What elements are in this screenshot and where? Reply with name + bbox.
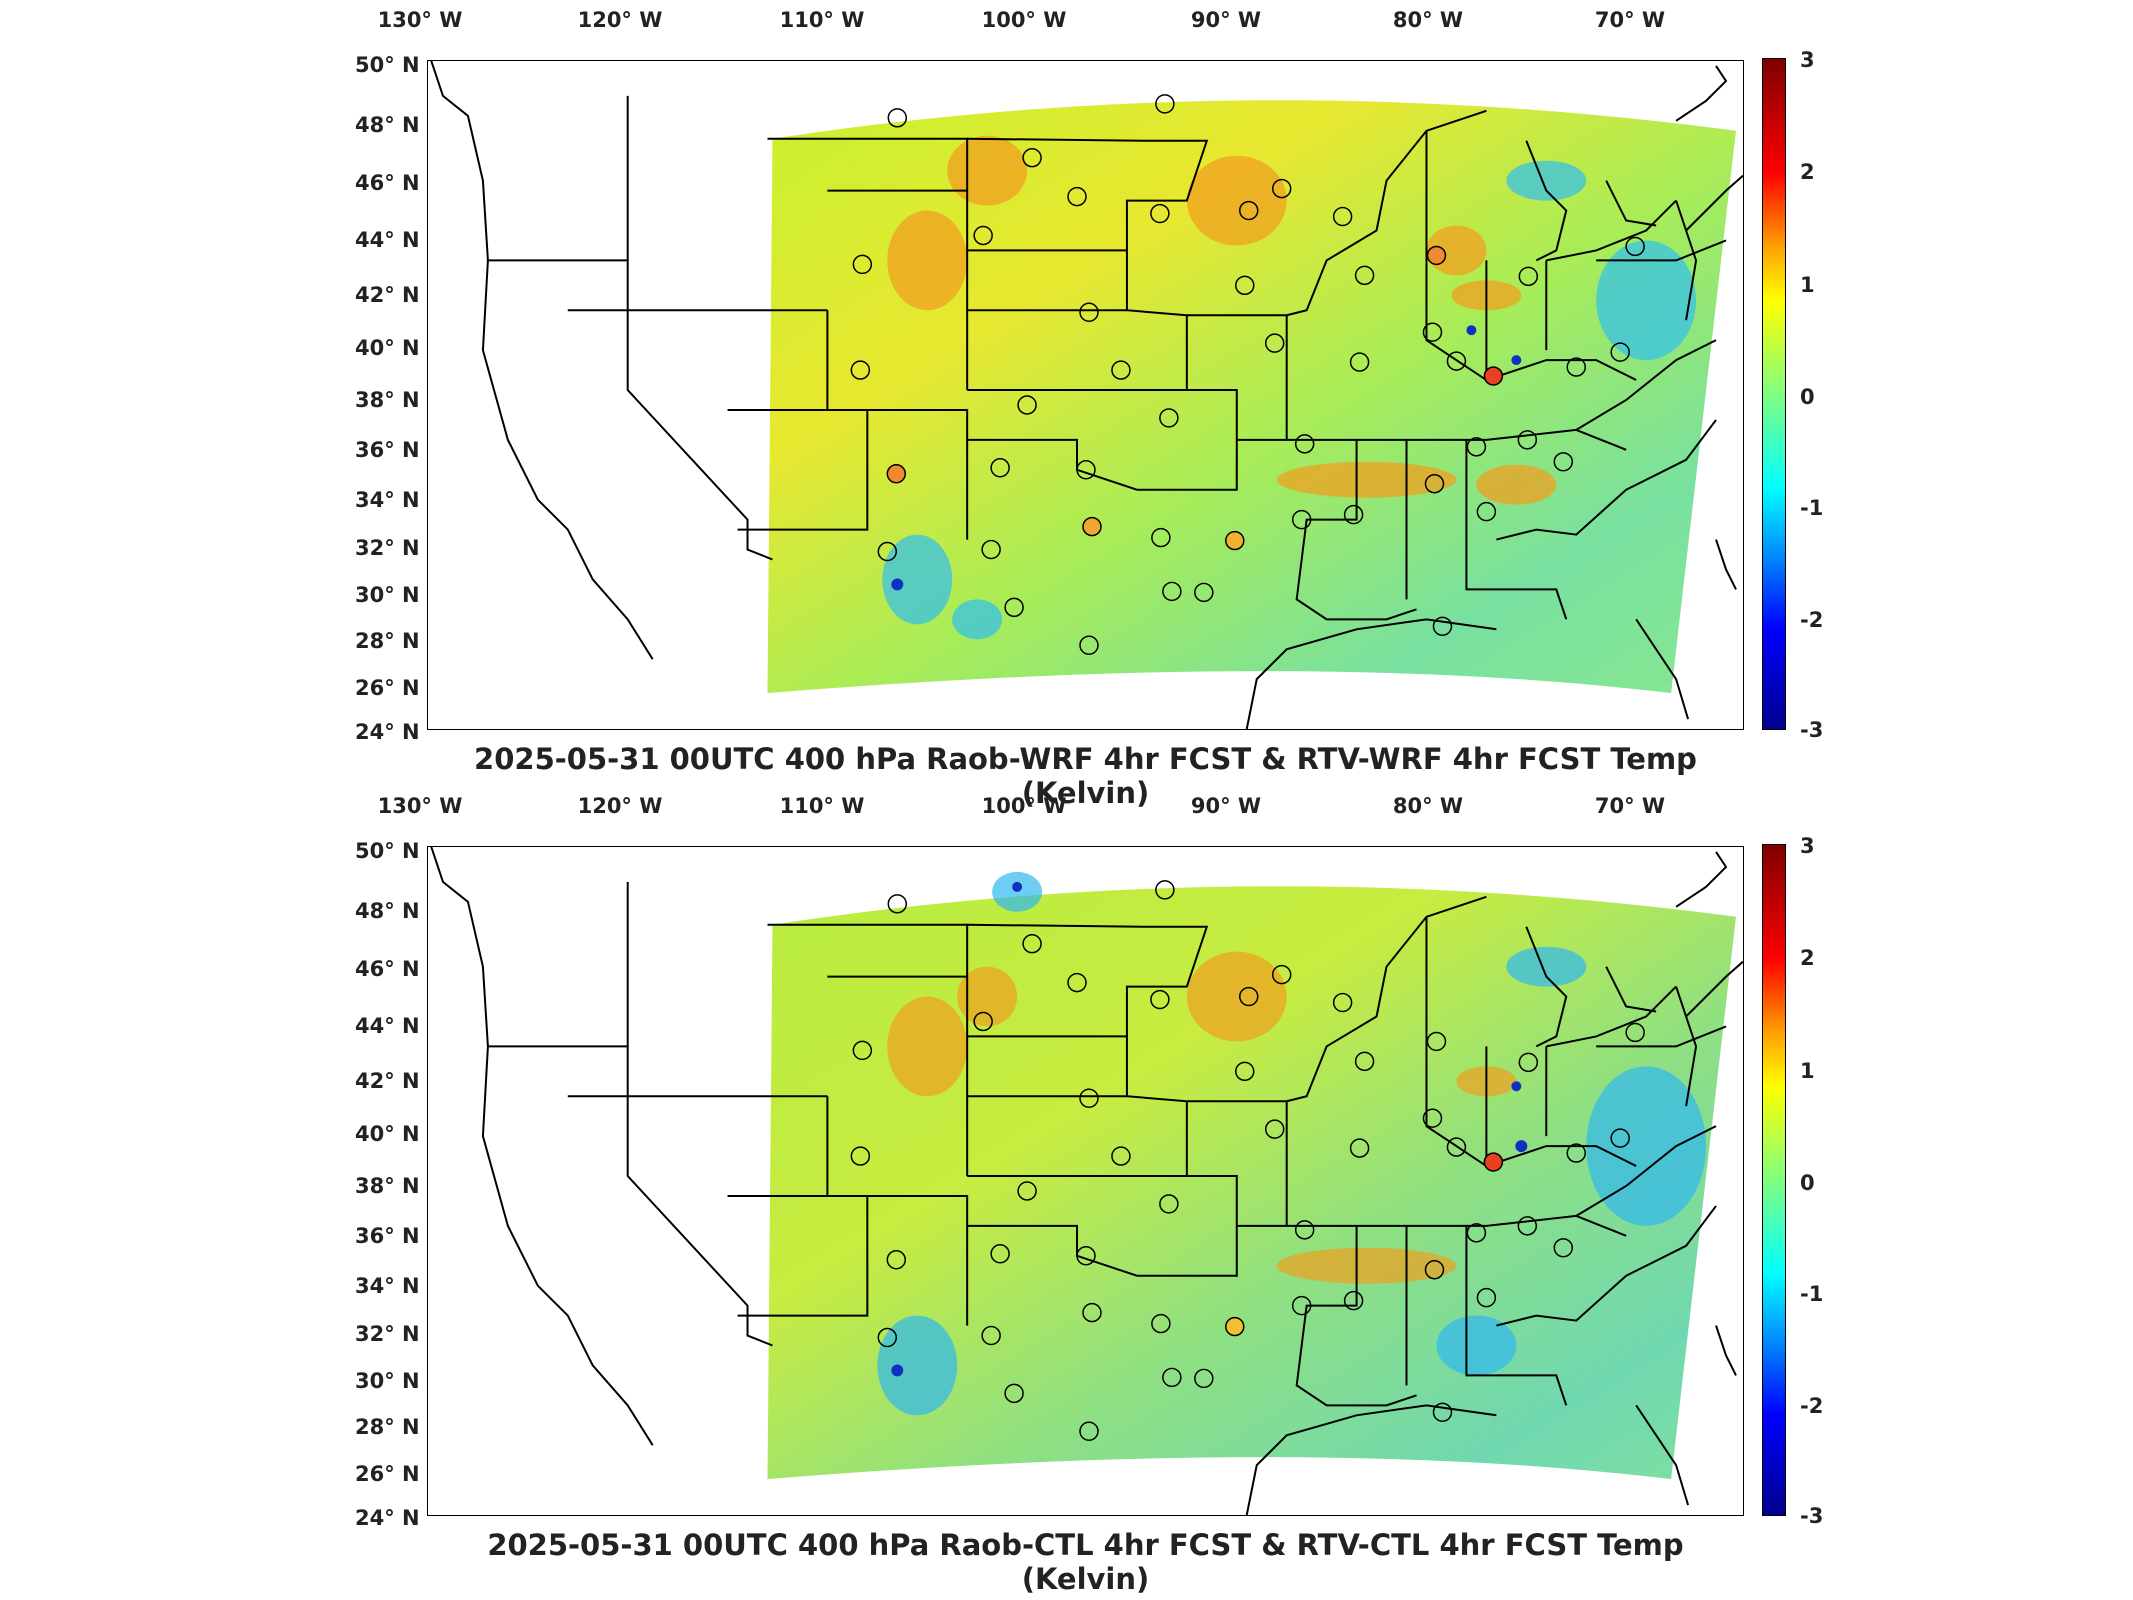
cbar-tick-neg3: -3 (1800, 718, 1824, 742)
lon-label-70w: 70° W (1594, 794, 1666, 818)
lat-label-28n: 28° N (355, 629, 420, 653)
lat-label-34n: 34° N (355, 1274, 420, 1298)
data-domain-top (767, 100, 1737, 694)
lon-label-130w: 130° W (377, 794, 463, 818)
lon-label-100w: 100° W (981, 8, 1067, 32)
lat-label-32n: 32° N (355, 536, 420, 560)
lon-label-100w: 100° W (981, 794, 1067, 818)
cold-spots-bottom (891, 881, 1528, 1377)
cbar-tick-2: 2 (1800, 946, 1815, 970)
lat-label-30n: 30° N (355, 1369, 420, 1393)
cbar-tick-3: 3 (1800, 48, 1815, 72)
lat-label-40n: 40° N (355, 1122, 420, 1146)
raob-stations-top (850, 94, 1645, 655)
lat-label-24n: 24° N (355, 720, 420, 744)
lat-label-28n: 28° N (355, 1415, 420, 1439)
cbar-tick-1: 1 (1800, 1059, 1815, 1083)
lat-label-38n: 38° N (355, 1174, 420, 1198)
lon-label-80w: 80° W (1392, 8, 1464, 32)
lat-label-48n: 48° N (355, 113, 420, 137)
lon-label-130w: 130° W (377, 8, 463, 32)
title-top: 2025-05-31 00UTC 400 hPa Raob-WRF 4hr FC… (474, 742, 1697, 810)
lon-label-80w: 80° W (1392, 794, 1464, 818)
lon-label-110w: 110° W (779, 794, 865, 818)
lat-label-38n: 38° N (355, 388, 420, 412)
lat-label-32n: 32° N (355, 1322, 420, 1346)
cbar-tick-3: 3 (1800, 834, 1815, 858)
lat-label-46n: 46° N (355, 171, 420, 195)
cool-anomalies-bottom (877, 871, 1707, 1416)
lon-label-120w: 120° W (577, 794, 663, 818)
map-frame-top (427, 60, 1744, 730)
state-boundaries-bottom (430, 847, 1743, 1515)
raob-stations-bottom (850, 880, 1645, 1441)
cold-spots-top (891, 325, 1522, 591)
colorbar-bottom (1762, 844, 1786, 1516)
lat-label-44n: 44° N (355, 1014, 420, 1038)
lon-label-70w: 70° W (1594, 8, 1666, 32)
map-frame-bottom (427, 846, 1744, 1516)
lat-label-44n: 44° N (355, 228, 420, 252)
lat-label-24n: 24° N (355, 1506, 420, 1530)
lat-label-40n: 40° N (355, 336, 420, 360)
lat-label-42n: 42° N (355, 283, 420, 307)
lon-label-120w: 120° W (577, 8, 663, 32)
lat-label-50n: 50° N (355, 53, 420, 77)
lat-label-26n: 26° N (355, 1462, 420, 1486)
cool-anomalies-top (882, 160, 1697, 640)
lon-label-90w: 90° W (1190, 8, 1262, 32)
cbar-tick-neg1: -1 (1800, 1282, 1824, 1306)
state-boundaries-top (430, 61, 1743, 729)
lat-label-36n: 36° N (355, 438, 420, 462)
cbar-tick-2: 2 (1800, 160, 1815, 184)
cbar-tick-neg3: -3 (1800, 1504, 1824, 1528)
map-svg-bottom (430, 847, 1743, 1515)
lat-label-26n: 26° N (355, 676, 420, 700)
cbar-tick-0: 0 (1800, 385, 1815, 409)
warm-anomalies-bottom (887, 951, 1517, 1284)
cbar-tick-1: 1 (1800, 273, 1815, 297)
lat-label-36n: 36° N (355, 1224, 420, 1248)
colorbar-top (1762, 58, 1786, 730)
cbar-tick-neg2: -2 (1800, 1394, 1824, 1418)
lat-label-46n: 46° N (355, 957, 420, 981)
cbar-tick-neg2: -2 (1800, 608, 1824, 632)
lon-label-110w: 110° W (779, 8, 865, 32)
lat-label-34n: 34° N (355, 488, 420, 512)
lat-label-30n: 30° N (355, 583, 420, 607)
lon-label-90w: 90° W (1190, 794, 1262, 818)
map-svg-top (430, 61, 1743, 729)
lat-label-48n: 48° N (355, 899, 420, 923)
title-bottom: 2025-05-31 00UTC 400 hPa Raob-CTL 4hr FC… (487, 1528, 1684, 1596)
cbar-tick-0: 0 (1800, 1171, 1815, 1195)
lat-label-42n: 42° N (355, 1069, 420, 1093)
lat-label-50n: 50° N (355, 839, 420, 863)
cbar-tick-neg1: -1 (1800, 496, 1824, 520)
